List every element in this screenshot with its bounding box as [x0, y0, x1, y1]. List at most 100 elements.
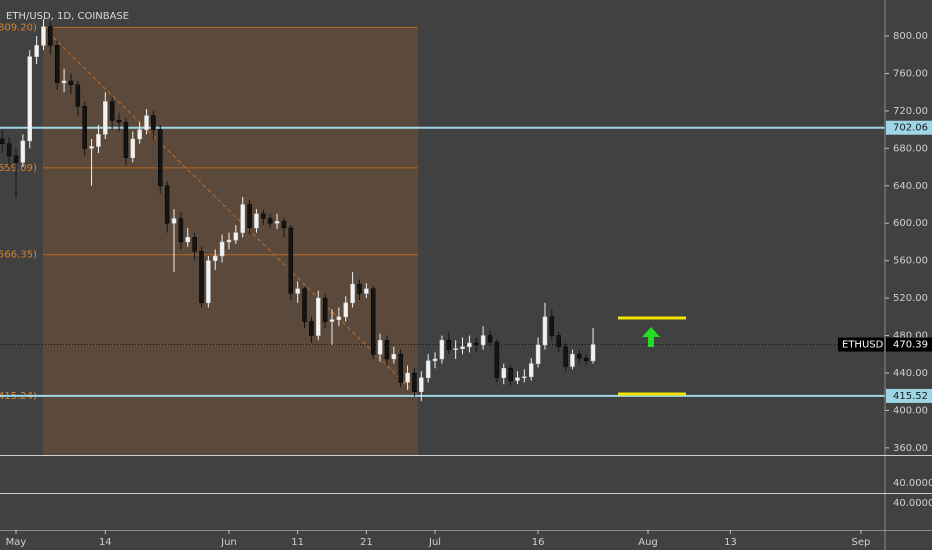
candle-body — [247, 204, 252, 229]
candle-body — [130, 138, 136, 158]
price-tag-label: 470.39 — [893, 340, 928, 351]
y-tick-label: 360.00 — [893, 443, 928, 454]
candle-body — [542, 316, 548, 346]
y-tick-label: 400.00 — [893, 405, 928, 416]
price-pane: 809.20)659.09)566.35)415.24) — [0, 19, 885, 456]
price-tag-label: 415.52 — [893, 391, 928, 402]
candle-body — [364, 288, 369, 294]
candle-body — [158, 129, 163, 187]
candle-body — [439, 339, 445, 360]
candle-body — [474, 342, 479, 346]
candle-body — [82, 105, 87, 149]
candle-body — [144, 115, 149, 130]
symbol-label: ETHUSD — [842, 340, 884, 351]
price-tag — [886, 388, 932, 403]
candle-body — [254, 213, 259, 229]
candle-body — [13, 155, 19, 163]
candle-body — [288, 227, 294, 294]
candle-body — [316, 297, 321, 336]
candle-body — [75, 84, 81, 107]
y-tick-label: 600.00 — [893, 218, 928, 229]
candle-body — [508, 368, 513, 381]
y-tick-label: 440.00 — [893, 368, 928, 379]
candle-body — [515, 377, 520, 381]
candle-body — [68, 80, 74, 85]
fib-label: 809.20) — [0, 22, 37, 33]
candle-body — [240, 204, 245, 233]
candle-body — [6, 143, 12, 157]
y-tick-label: 720.00 — [893, 106, 928, 117]
candle-body — [453, 348, 458, 350]
x-tick-label: May — [6, 537, 27, 548]
candle-body — [583, 357, 589, 362]
candle-body — [432, 358, 438, 362]
candle-body — [501, 368, 506, 378]
candle-body — [0, 138, 5, 144]
candle-body — [233, 232, 239, 241]
price-tag — [886, 337, 932, 352]
x-tick-label: Jul — [428, 537, 441, 548]
candle-body — [219, 241, 225, 257]
up-arrow — [642, 327, 660, 347]
x-tick-label: 16 — [532, 537, 545, 548]
candle-body — [61, 80, 67, 84]
candle-body — [116, 120, 122, 123]
x-tick-label: 11 — [291, 537, 304, 548]
candle-body — [212, 255, 218, 261]
candle-body — [34, 45, 39, 57]
price-tag — [886, 120, 932, 135]
candle-body — [590, 344, 596, 362]
candle-body — [226, 239, 232, 243]
candle-body — [199, 251, 204, 304]
candle-body — [494, 341, 500, 378]
candle-body — [206, 260, 211, 304]
candle-body — [171, 218, 177, 224]
indicator-label: 40.0000 — [893, 478, 932, 489]
y-tick-label: 560.00 — [893, 256, 928, 267]
candle-body — [274, 221, 280, 224]
candle-body — [446, 339, 452, 350]
candle-body — [151, 115, 156, 130]
candle-body — [164, 185, 170, 224]
x-tick-label: 21 — [360, 537, 373, 548]
x-tick-label: 13 — [724, 537, 737, 548]
candle-body — [343, 302, 348, 318]
candle-body — [405, 372, 410, 383]
candle-body — [192, 237, 197, 252]
candle-body — [425, 360, 431, 378]
x-tick-label: 14 — [99, 537, 112, 548]
y-tick-label: 520.00 — [893, 293, 928, 304]
candle-body — [398, 354, 403, 383]
candle-body — [322, 297, 328, 322]
candle-body — [281, 221, 287, 229]
candle-body — [309, 321, 314, 336]
fib-trend — [42, 27, 419, 397]
candle-body — [123, 121, 129, 158]
candle-body — [350, 283, 355, 304]
y-tick-label: 680.00 — [893, 143, 928, 154]
candle-body — [103, 101, 108, 135]
x-tick-label: Sep — [852, 537, 871, 548]
candle-body — [487, 335, 493, 343]
candle-body — [27, 56, 32, 142]
candle-body — [419, 377, 424, 392]
candle-body — [96, 134, 101, 147]
candle-body — [570, 354, 575, 367]
x-tick-label: Aug — [638, 537, 658, 548]
candle-body — [412, 372, 417, 392]
candle-body — [460, 346, 465, 349]
candle-body — [329, 319, 335, 322]
candle-body — [577, 354, 582, 359]
y-tick-label: 760.00 — [893, 68, 928, 79]
candle-body — [480, 335, 486, 346]
indicator-label: 40.0000 — [893, 498, 932, 509]
candle-body — [549, 316, 555, 336]
candle-body — [535, 344, 541, 364]
fib-label: 659.09) — [0, 163, 37, 174]
candle-body — [137, 129, 142, 140]
candle-body — [384, 339, 390, 360]
candle-body — [370, 288, 376, 355]
x-tick-label: Jun — [220, 537, 237, 548]
candle-body — [295, 288, 300, 294]
